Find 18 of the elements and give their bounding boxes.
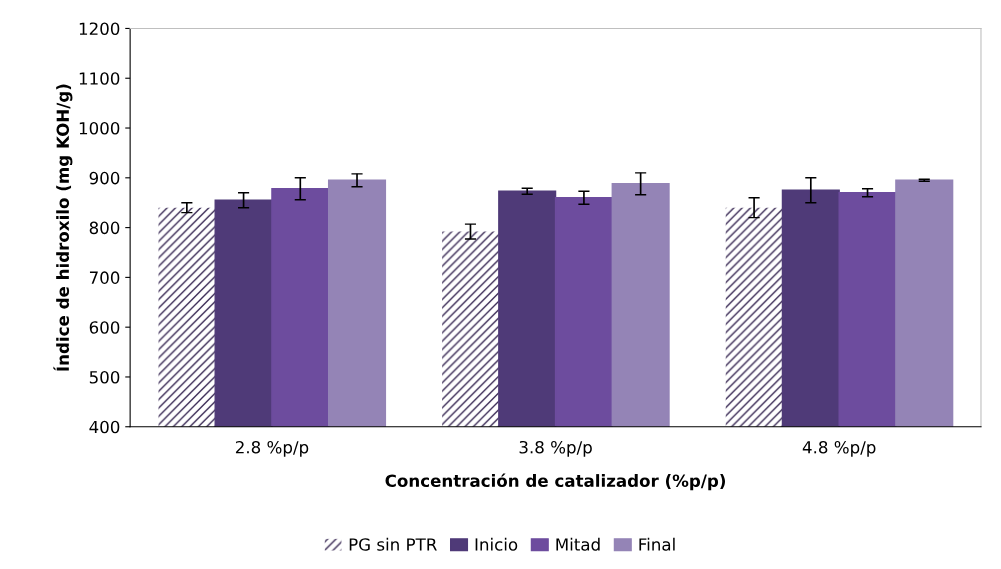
- y-tick-label: 500: [89, 370, 120, 384]
- y-tick-label: 700: [89, 271, 120, 284]
- legend-label: Mitad: [556, 537, 600, 551]
- y-tick-label: 1100: [79, 72, 120, 85]
- y-axis-title: Índice de hidroxilo (mg KOH/g): [53, 84, 73, 371]
- x-tick-label: 4.8 %p/p: [802, 440, 876, 457]
- y-tick-label: 800: [89, 221, 120, 235]
- legend-label: Inicio: [475, 537, 518, 551]
- x-axis-title: Concentración de catalizador (%p/p): [385, 473, 726, 491]
- y-tick-label: 900: [89, 171, 120, 185]
- y-tick-label: 1000: [79, 121, 120, 135]
- legend-label: PG sin PTR: [349, 537, 437, 551]
- y-tick-label: 400: [89, 420, 120, 434]
- x-tick-label: 2.8 %p/p: [235, 440, 309, 457]
- y-tick-label: 600: [89, 321, 120, 334]
- legend-label: Final: [639, 537, 675, 551]
- x-tick-label: 3.8 %p/p: [519, 440, 592, 457]
- y-tick-label: 1200: [79, 22, 120, 36]
